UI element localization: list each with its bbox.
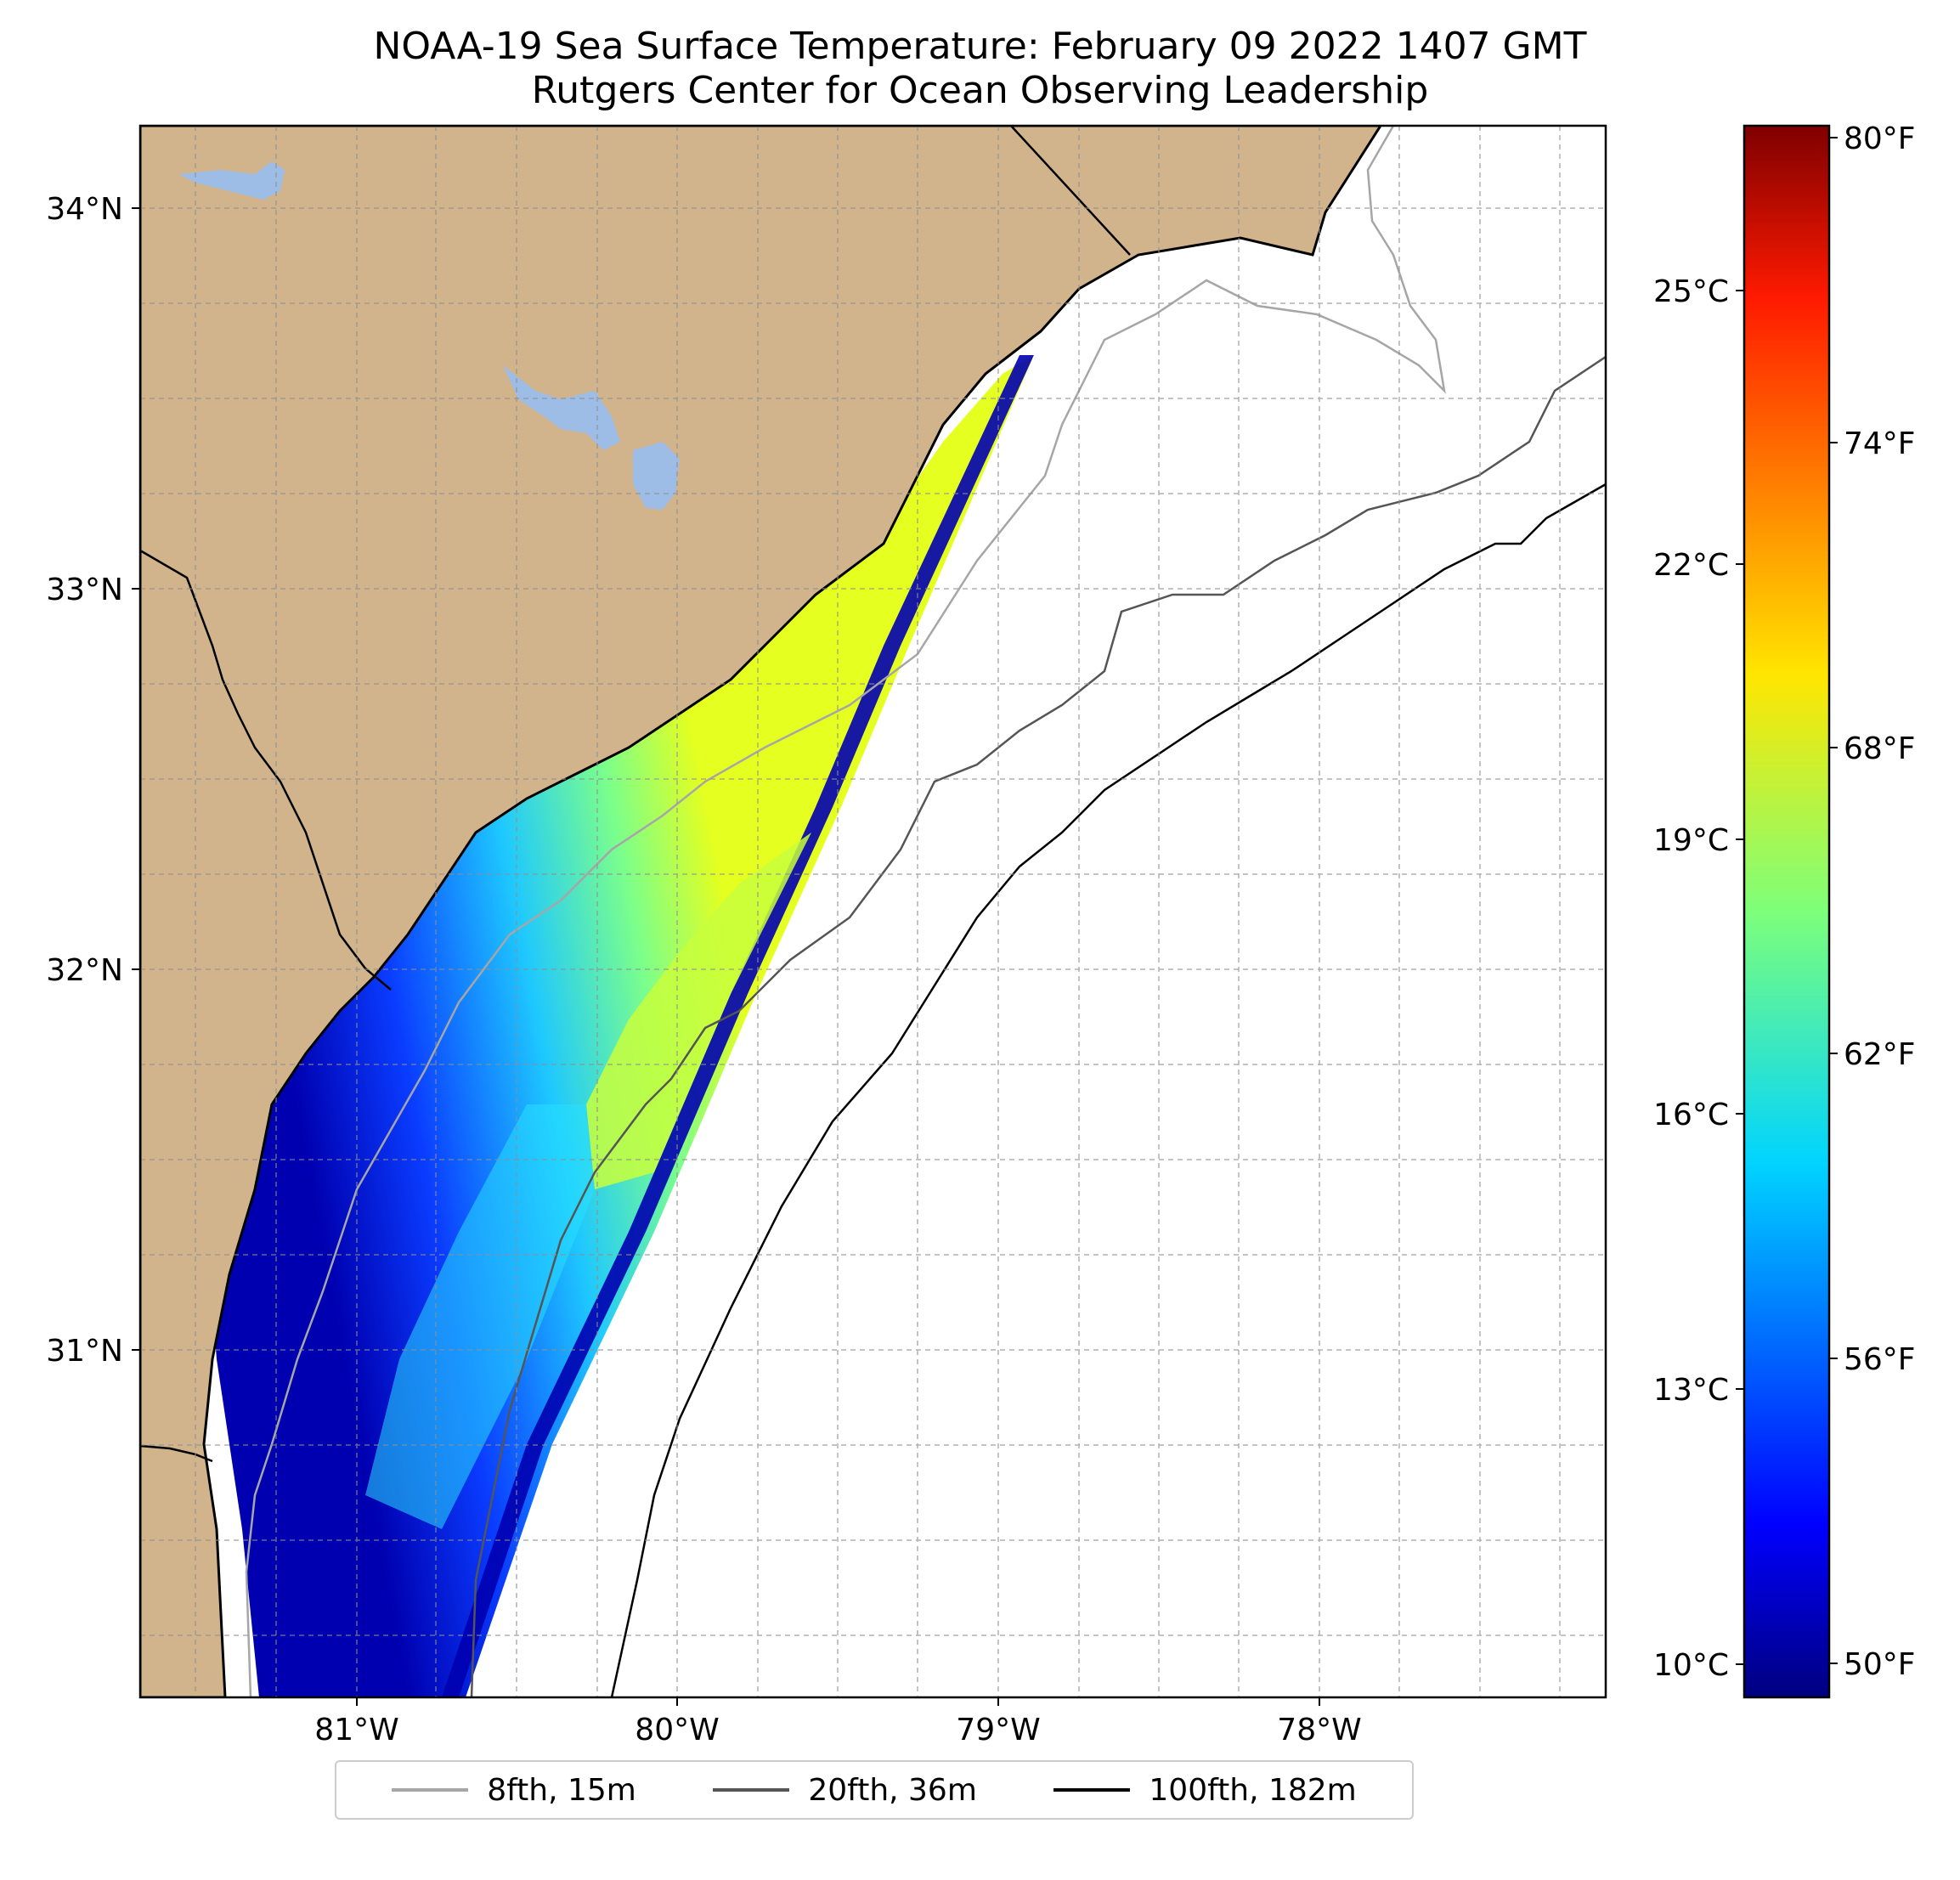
- state-border: [1010, 126, 1131, 256]
- legend-item-20fth: 20fth, 36m: [713, 1773, 977, 1808]
- celsius-tick-label: 22°C: [1653, 548, 1729, 583]
- fahrenheit-tick-label: 74°F: [1844, 426, 1916, 461]
- legend-swatch-100fth: [1053, 1788, 1131, 1792]
- celsius-tick-label: 16°C: [1653, 1098, 1729, 1132]
- lat-tick-label: 34°N: [46, 192, 123, 227]
- colorbar: [1743, 124, 1831, 1699]
- legend-label: 20fth, 36m: [808, 1772, 977, 1808]
- lon-tick-label: 81°W: [314, 1713, 398, 1747]
- fahrenheit-tick-label: 50°F: [1844, 1647, 1916, 1682]
- celsius-tick-label: 25°C: [1653, 274, 1729, 309]
- land-mass: [140, 126, 1382, 1697]
- celsius-tick-label: 13°C: [1653, 1373, 1729, 1408]
- legend-swatch-20fth: [713, 1788, 790, 1792]
- lake-marion: [503, 365, 620, 450]
- legend-label: 8fth, 15m: [487, 1772, 636, 1808]
- lat-axis: [132, 207, 140, 1351]
- map-title-line2: Rutgers Center for Ocean Observing Leade…: [531, 69, 1429, 112]
- fahrenheit-tick-label: 62°F: [1844, 1037, 1916, 1072]
- colorbar-celsius-ticks: [1736, 290, 1744, 1665]
- sst-warm-core: [586, 833, 811, 1189]
- sst-mid-band: [365, 1104, 595, 1529]
- legend-swatch-8fth: [392, 1788, 469, 1792]
- gridlines: [140, 126, 1606, 1697]
- isobath-100fth: [610, 483, 1606, 1697]
- isobath-legend: 8fth, 15m 20fth, 36m 100fth, 182m: [335, 1760, 1414, 1820]
- lat-tick-label: 31°N: [46, 1334, 123, 1369]
- lat-tick-label: 32°N: [46, 953, 123, 988]
- lon-axis: [356, 1697, 1320, 1706]
- fahrenheit-tick-label: 56°F: [1844, 1342, 1916, 1377]
- colorbar-fahrenheit-ticks: [1829, 137, 1838, 1664]
- legend-item-100fth: 100fth, 182m: [1053, 1772, 1357, 1808]
- lat-tick-label: 33°N: [46, 573, 123, 607]
- river-border-south: [140, 1444, 213, 1463]
- legend-label: 100fth, 182m: [1149, 1772, 1357, 1808]
- celsius-tick-label: 10°C: [1653, 1648, 1729, 1683]
- lon-tick-label: 79°W: [956, 1713, 1040, 1747]
- map-title-line1: NOAA-19 Sea Surface Temperature: Februar…: [373, 25, 1587, 68]
- sst-swath-east-edge: [442, 355, 1034, 1697]
- lon-tick-label: 80°W: [635, 1713, 719, 1747]
- fahrenheit-tick-label: 80°F: [1844, 121, 1916, 156]
- fahrenheit-tick-label: 68°F: [1844, 731, 1916, 766]
- lon-tick-label: 78°W: [1277, 1713, 1361, 1747]
- legend-item-8fth: 8fth, 15m: [392, 1773, 636, 1808]
- lake-north: [178, 161, 285, 200]
- ocean-east-of-swath: [466, 126, 1606, 1697]
- river-border: [140, 549, 392, 991]
- lake-moultrie: [633, 442, 680, 510]
- celsius-tick-label: 19°C: [1653, 823, 1729, 858]
- map-frame: [138, 124, 1607, 1699]
